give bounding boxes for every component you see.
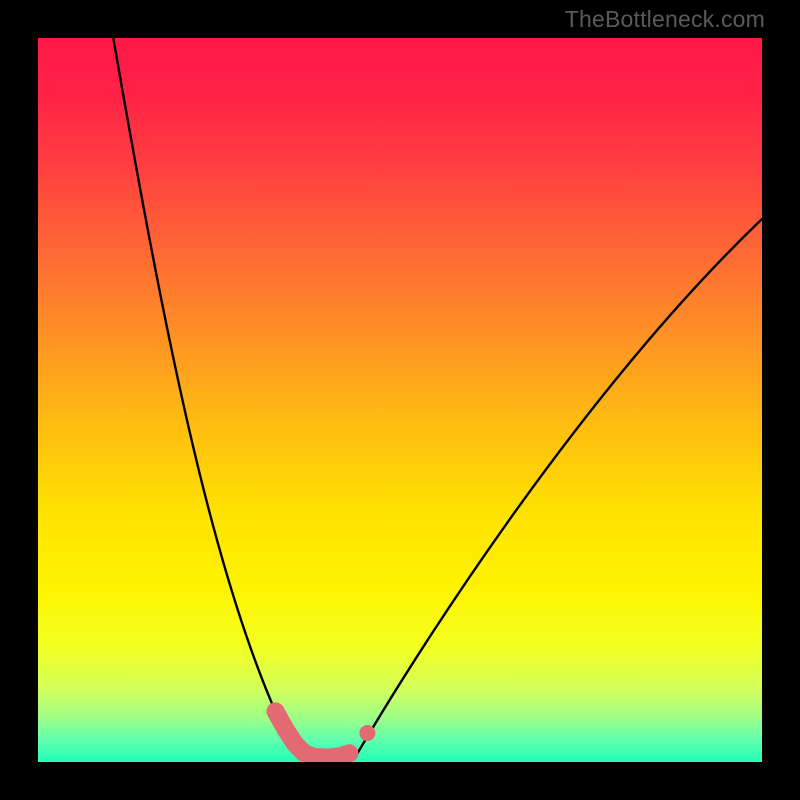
bottleneck-curve-right [357, 219, 762, 755]
trough-highlight-dot-left [278, 718, 290, 730]
bottleneck-curve-left [113, 38, 277, 715]
trough-highlight-line [275, 711, 349, 757]
chart-container: TheBottleneck.com [0, 0, 800, 800]
curve-layer [38, 38, 762, 762]
plot-area [38, 38, 762, 762]
trough-highlight-dot-right [359, 725, 375, 741]
watermark-text: TheBottleneck.com [565, 6, 765, 33]
